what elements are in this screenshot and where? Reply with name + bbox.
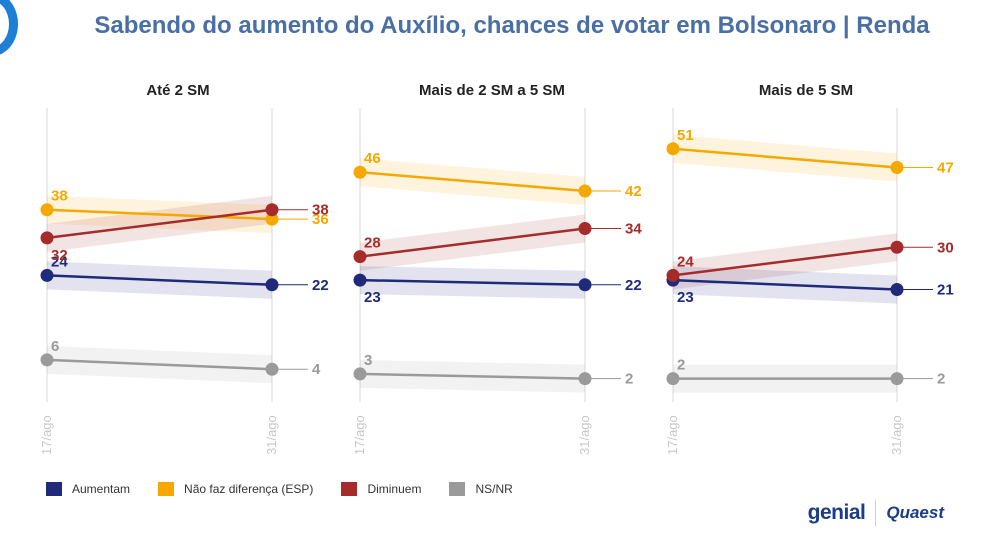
data-label: 2 bbox=[937, 371, 945, 388]
series-line bbox=[46, 208, 273, 221]
series-line bbox=[46, 208, 273, 240]
data-label: 46 bbox=[364, 150, 381, 167]
data-label: 22 bbox=[312, 277, 329, 294]
data-point bbox=[265, 362, 279, 376]
logo-divider bbox=[875, 500, 877, 526]
data-label: 47 bbox=[937, 160, 954, 177]
data-point bbox=[578, 184, 592, 198]
legend-label: Aumentam bbox=[72, 482, 131, 496]
logos: genial Quaest bbox=[808, 500, 944, 526]
series-line bbox=[359, 278, 586, 287]
data-label: 51 bbox=[677, 127, 694, 144]
panel-title-mais-5sm: Mais de 5 SM bbox=[758, 82, 854, 99]
data-point bbox=[353, 250, 367, 264]
data-label: 30 bbox=[937, 239, 954, 256]
series-line bbox=[359, 227, 586, 258]
data-point bbox=[353, 273, 367, 287]
data-point bbox=[890, 161, 904, 175]
legend-label: Diminuem bbox=[367, 482, 422, 496]
legend-swatch bbox=[46, 482, 62, 496]
legend-item-nsnr: NS/NR bbox=[449, 482, 513, 496]
data-label: 2 bbox=[677, 357, 685, 374]
data-label: 28 bbox=[364, 235, 381, 252]
data-label: 6 bbox=[51, 338, 59, 355]
data-point bbox=[265, 278, 279, 292]
series-line bbox=[46, 358, 273, 371]
legend-item-diminuem: Diminuem bbox=[341, 482, 421, 496]
data-point bbox=[40, 353, 54, 367]
data-label: 2 bbox=[625, 371, 633, 388]
data-point bbox=[40, 231, 54, 245]
x-tick-label: 31/ago bbox=[889, 415, 904, 455]
x-tick-label: 17/ago bbox=[39, 415, 54, 455]
data-label: 38 bbox=[51, 188, 68, 205]
data-point bbox=[265, 203, 279, 217]
series-line bbox=[672, 147, 898, 169]
x-tick-label: 17/ago bbox=[352, 415, 367, 455]
data-point bbox=[890, 240, 904, 254]
data-label: 38 bbox=[312, 202, 329, 219]
panel-title-ate-2sm: Até 2 SM bbox=[146, 82, 210, 99]
x-tick-label: 17/ago bbox=[665, 415, 680, 455]
series-line bbox=[46, 274, 273, 287]
legend-swatch bbox=[341, 482, 358, 496]
data-point bbox=[666, 268, 680, 282]
legend-label: Não faz diferença (ESP) bbox=[184, 482, 314, 496]
data-point bbox=[578, 278, 592, 292]
data-label: 21 bbox=[937, 281, 954, 298]
data-label: 24 bbox=[51, 253, 68, 270]
data-label: 32 bbox=[51, 247, 68, 264]
data-label: 34 bbox=[625, 221, 642, 238]
data-label: 23 bbox=[364, 289, 381, 306]
legend-swatch bbox=[449, 482, 466, 496]
data-label: 23 bbox=[677, 289, 694, 306]
data-point bbox=[40, 203, 54, 217]
data-label: 42 bbox=[625, 183, 642, 200]
data-point bbox=[890, 282, 904, 296]
data-label: 22 bbox=[625, 277, 642, 294]
data-point bbox=[890, 372, 904, 386]
data-label: 3 bbox=[364, 352, 372, 369]
legend-item-esp: Não faz diferença (ESP) bbox=[158, 482, 313, 496]
series-line bbox=[672, 278, 898, 291]
data-point bbox=[353, 367, 367, 381]
series-line bbox=[672, 246, 898, 277]
data-point bbox=[578, 222, 592, 236]
data-point bbox=[265, 212, 279, 226]
x-tick-label: 31/ago bbox=[264, 415, 279, 455]
data-point bbox=[578, 372, 592, 386]
data-label: 36 bbox=[312, 211, 329, 228]
panel-title-2-5sm: Mais de 2 SM a 5 SM bbox=[419, 82, 565, 99]
legend: Aumentam Não faz diferença (ESP) Diminue… bbox=[46, 482, 513, 496]
chart-title: Sabendo do aumento do Auxílio, chances d… bbox=[94, 12, 930, 39]
legend-item-aumentam: Aumentam bbox=[46, 482, 130, 496]
series-line bbox=[359, 170, 586, 193]
x-tick-label: 31/ago bbox=[577, 415, 592, 455]
data-point bbox=[666, 142, 680, 156]
series-line bbox=[359, 372, 586, 380]
legend-label: NS/NR bbox=[475, 482, 513, 496]
genial-logo: genial bbox=[807, 501, 866, 524]
data-label: 4 bbox=[312, 361, 321, 378]
data-label: 24 bbox=[677, 253, 694, 270]
data-point bbox=[666, 372, 680, 386]
legend-swatch bbox=[158, 482, 175, 496]
data-point bbox=[40, 268, 54, 282]
quaest-logo: Quaest bbox=[886, 503, 944, 522]
data-point bbox=[353, 165, 367, 179]
